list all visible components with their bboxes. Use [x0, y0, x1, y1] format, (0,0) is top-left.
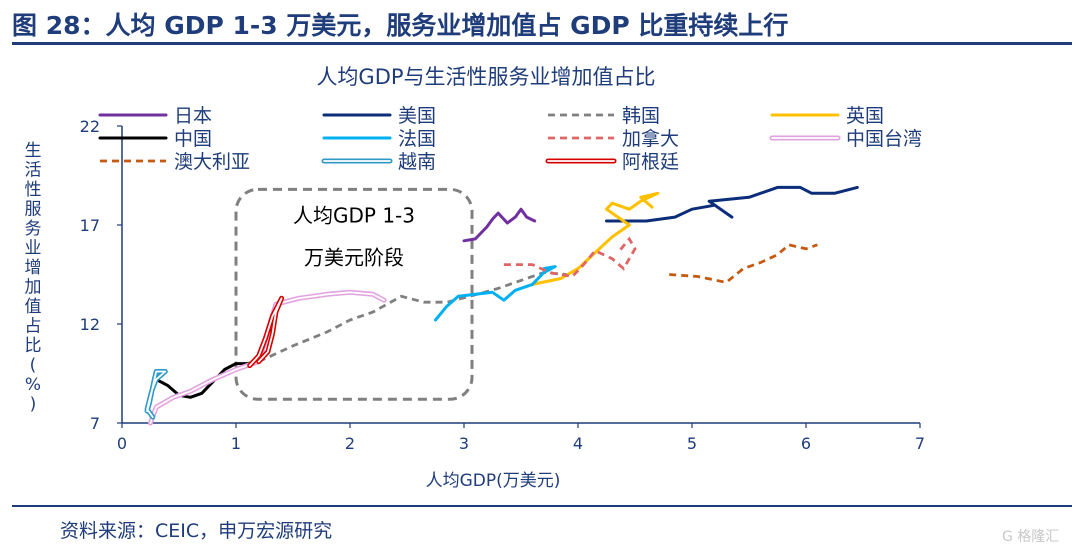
y-axis-label: 生活性服务业增加值占比(%) — [25, 141, 42, 415]
footer-rule — [12, 505, 1072, 507]
legend-item: 加拿大 — [548, 127, 679, 150]
series-5 — [434, 265, 557, 322]
x-axis-label: 人均GDP(万美元) — [426, 471, 561, 491]
legend-item: 澳大利亚 — [100, 151, 250, 173]
annotation-text: 人均GDP 1-3 — [293, 203, 415, 227]
x-tick-label: 1 — [231, 434, 241, 453]
legend-item: 法国 — [322, 128, 436, 150]
legend-label: 韩国 — [622, 105, 660, 127]
legend-label: 阿根廷 — [622, 151, 679, 173]
legend-label: 加拿大 — [622, 127, 679, 150]
legend-item: 美国 — [322, 105, 436, 127]
y-tick-label: 7 — [90, 414, 100, 433]
series-line — [462, 207, 537, 243]
y-tick-label: 22 — [80, 117, 100, 136]
figure-title: 图 28：人均 GDP 1-3 万美元，服务业增加值占 GDP 比重持续上行 — [12, 11, 789, 40]
series-line — [669, 243, 818, 284]
series-6 — [503, 236, 637, 279]
series-line — [503, 236, 637, 279]
watermark: G 格隆汇 — [1002, 529, 1060, 545]
series-line — [605, 185, 859, 223]
legend-label: 法国 — [398, 128, 436, 150]
source-note: 资料来源：CEIC，申万宏源研究 — [60, 520, 333, 542]
x-tick-label: 7 — [915, 434, 925, 453]
annotation-text: 万美元阶段 — [304, 245, 404, 269]
series-10 — [247, 295, 285, 369]
legend-label: 越南 — [398, 151, 436, 173]
series-0 — [462, 207, 537, 243]
legend-label: 澳大利亚 — [174, 151, 250, 173]
x-tick-label: 3 — [459, 434, 469, 453]
series-8 — [669, 243, 818, 284]
series-3 — [530, 191, 660, 286]
legend-label: 日本 — [174, 105, 212, 127]
x-tick-label: 0 — [117, 434, 127, 453]
series-line — [154, 360, 261, 399]
legend-label: 中国 — [174, 128, 212, 150]
legend-item: 英国 — [770, 105, 884, 127]
series-line — [434, 265, 557, 322]
legend-label: 中国台湾 — [846, 128, 922, 150]
x-tick-label: 2 — [345, 434, 355, 453]
legend-label: 英国 — [846, 105, 884, 127]
annotation: 人均GDP 1-3 万美元阶段 — [234, 187, 474, 401]
legend-item: 中国 — [98, 128, 212, 150]
series-2 — [258, 271, 567, 363]
chart-title: 人均GDP与生活性服务业增加值占比 — [316, 65, 655, 89]
legend-item: 越南 — [321, 151, 436, 173]
y-tick-label: 17 — [80, 216, 100, 235]
legend-item: 阿根廷 — [545, 151, 679, 173]
series-7 — [148, 289, 387, 426]
series-line — [530, 191, 660, 286]
legend-item: 中国台湾 — [769, 128, 922, 150]
series-line-inner — [149, 291, 386, 424]
series-line-inner — [146, 370, 167, 418]
legend-item: 日本 — [98, 105, 212, 127]
legend-label: 美国 — [398, 105, 436, 127]
series-4 — [154, 360, 261, 399]
annotation-box — [234, 187, 474, 401]
series-lines — [144, 185, 859, 426]
series-9 — [144, 369, 168, 420]
series-1 — [605, 185, 859, 223]
axes — [117, 125, 921, 428]
series-line — [258, 271, 567, 363]
series-line-outer — [148, 289, 387, 426]
x-tick-label: 5 — [687, 434, 697, 453]
series-line-inner — [248, 297, 283, 367]
legend-item: 韩国 — [548, 105, 660, 127]
y-tick-label: 12 — [80, 315, 100, 334]
x-tick-label: 4 — [573, 434, 583, 453]
title-rule — [12, 42, 1072, 45]
x-tick-label: 6 — [801, 434, 811, 453]
